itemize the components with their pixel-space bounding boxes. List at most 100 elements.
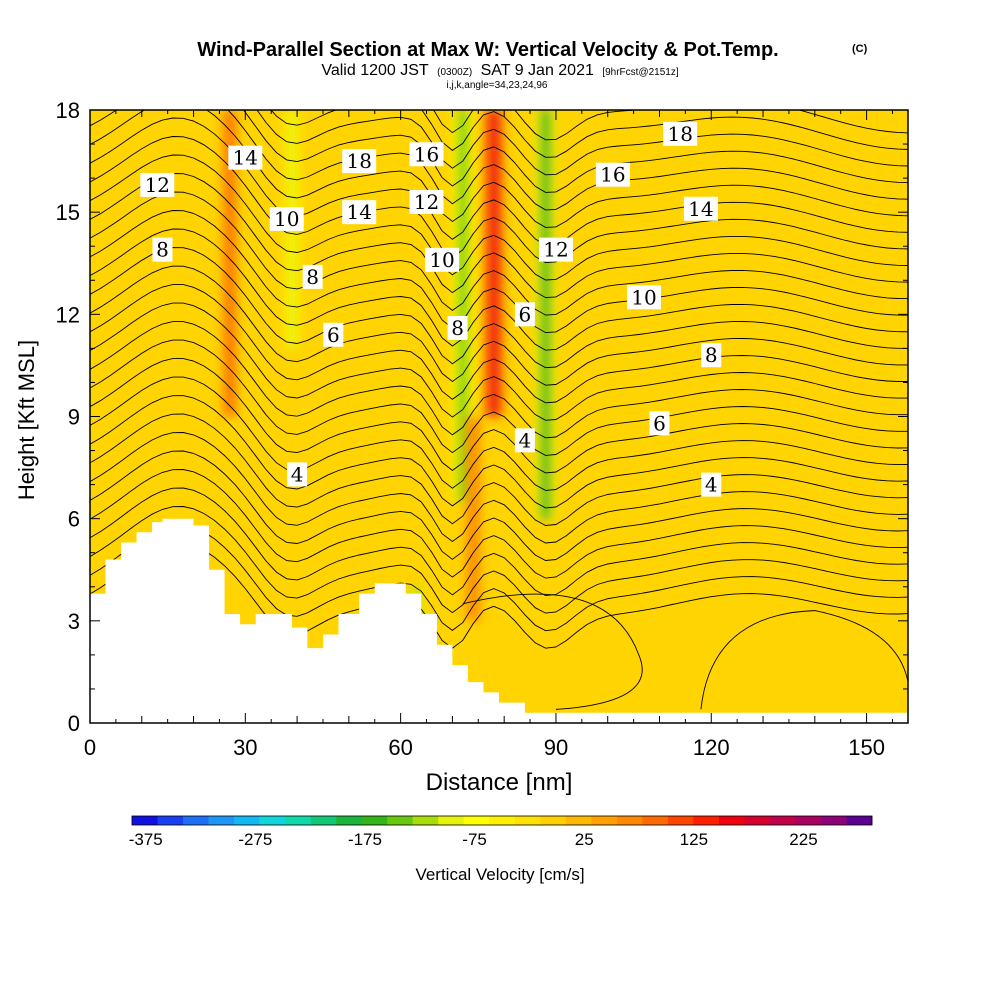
contour-label-text: 4 <box>291 462 304 486</box>
x-tick-label: 90 <box>544 735 568 760</box>
x-axis-label: Distance [nm] <box>426 769 573 796</box>
y-axis-label: Height [Kft MSL] <box>14 340 39 500</box>
colorbar-swatch <box>438 816 465 825</box>
velocity-band-core <box>488 110 499 417</box>
contour-label-text: 6 <box>327 323 340 347</box>
theta-contour-line <box>90 110 908 228</box>
colorbar-tick-label: -175 <box>348 830 382 849</box>
colorbar-tick-label: -375 <box>129 830 163 849</box>
velocity-band-core <box>540 110 551 519</box>
colorbar-swatch <box>667 816 694 825</box>
subtitle-zulu: (0300Z) <box>437 67 472 78</box>
contour-label-text: 8 <box>306 265 319 289</box>
contour-label: 10 <box>626 285 661 310</box>
x-tick-label: 150 <box>848 735 885 760</box>
contour-label: 4 <box>701 472 722 497</box>
theta-contour-cell <box>462 593 643 710</box>
theta-contour-line <box>90 376 908 491</box>
contour-label-box <box>701 343 722 368</box>
contour-label-box <box>287 462 308 487</box>
contour-label-text: 18 <box>346 149 371 173</box>
contour-label-box <box>342 149 377 174</box>
contour-label-text: 18 <box>667 122 692 146</box>
contour-label-box <box>538 237 573 262</box>
contour-label: 12 <box>140 172 175 197</box>
contour-label-box <box>409 189 444 214</box>
colorbar-swatch <box>183 816 209 825</box>
theta-contour-line <box>90 506 908 614</box>
contour-label: 10 <box>269 206 304 231</box>
theta-contour-line <box>90 358 908 474</box>
colorbar-tick-label: 225 <box>789 830 817 849</box>
colorbar-swatch <box>132 816 158 825</box>
contour-labels: 4 6 8 8 8 8 10 10 10 12 12 12 14 14 14 16 16 18 18 6 6 4 4 <box>140 122 722 497</box>
theta-contour-line <box>90 487 908 597</box>
contour-label-text: 16 <box>414 142 439 166</box>
contour-label-text: 8 <box>705 343 718 367</box>
colorbar-swatch <box>361 816 388 825</box>
contour-label-box <box>323 322 344 347</box>
contour-label: 12 <box>409 189 444 214</box>
contour-label-text: 8 <box>156 238 169 262</box>
colorbar-swatch <box>412 816 439 825</box>
y-tick-label: 3 <box>68 609 80 634</box>
contour-label: 8 <box>447 315 468 340</box>
colorbar-swatch <box>565 816 592 825</box>
contour-label-box <box>514 428 535 453</box>
x-tick-label: 0 <box>84 735 96 760</box>
colorbar-swatch <box>769 816 796 825</box>
subtitle-valid: Valid 1200 JST <box>321 62 429 79</box>
theta-contour-line <box>90 136 908 263</box>
contour-label-box <box>683 196 718 221</box>
colorbar-swatch <box>514 816 541 825</box>
theta-contour-line <box>90 117 908 246</box>
colorbar-swatch <box>387 816 413 825</box>
contour-label: 6 <box>649 411 670 436</box>
theta-contour-line <box>90 542 908 649</box>
velocity-band-core <box>469 416 478 621</box>
colorbar-tick-label: -275 <box>238 830 272 849</box>
contour-label-text: 14 <box>233 146 258 170</box>
contour-label-box <box>595 162 630 187</box>
x-tick-label: 60 <box>388 735 412 760</box>
theta-contour-line <box>90 321 908 439</box>
colorbar-tick-label: 25 <box>575 830 594 849</box>
contour-label-text: 12 <box>543 238 568 262</box>
y-tick-labels: 0 3 6 9 12 15 18 <box>56 98 80 736</box>
y-tick-label: 12 <box>56 302 80 327</box>
theta-contour-line <box>90 524 908 632</box>
theta-contour-line <box>90 432 908 544</box>
contour-label-text: 14 <box>688 197 713 221</box>
colorbar <box>131 815 873 826</box>
contour-label: 18 <box>663 122 698 146</box>
contour-label-text: 6 <box>653 411 666 435</box>
theta-contour-line <box>90 395 908 509</box>
colorbar-swatch <box>795 816 822 825</box>
y-tick-label: 15 <box>56 200 80 225</box>
theta-contour-line <box>90 173 908 299</box>
colorbar-swatch <box>489 816 516 825</box>
contour-label: 18 <box>342 149 377 174</box>
y-tick-label: 18 <box>56 98 80 123</box>
contour-label: 12 <box>538 237 573 262</box>
theta-contour-line <box>90 110 908 211</box>
colorbar-swatch <box>693 816 720 825</box>
contour-label: 8 <box>302 264 323 289</box>
theta-contour-line <box>242 110 908 193</box>
colorbar-tick-label: 125 <box>680 830 708 849</box>
colorbar-swatch <box>591 816 618 825</box>
contour-label-text: 12 <box>145 173 170 197</box>
contour-label-box <box>701 472 722 497</box>
contour-label-box <box>514 302 535 327</box>
theta-contour-line <box>90 339 908 456</box>
theta-contour-line <box>90 247 908 369</box>
contour-label: 16 <box>409 142 444 167</box>
theta-contour-line <box>90 469 908 579</box>
contour-label-text: 16 <box>600 163 625 187</box>
colorbar-swatch <box>616 816 643 825</box>
colorbar-swatch <box>234 816 260 825</box>
contour-label-text: 10 <box>429 248 454 272</box>
theta-contour-line <box>90 228 908 351</box>
theta-contour-line <box>90 302 908 421</box>
